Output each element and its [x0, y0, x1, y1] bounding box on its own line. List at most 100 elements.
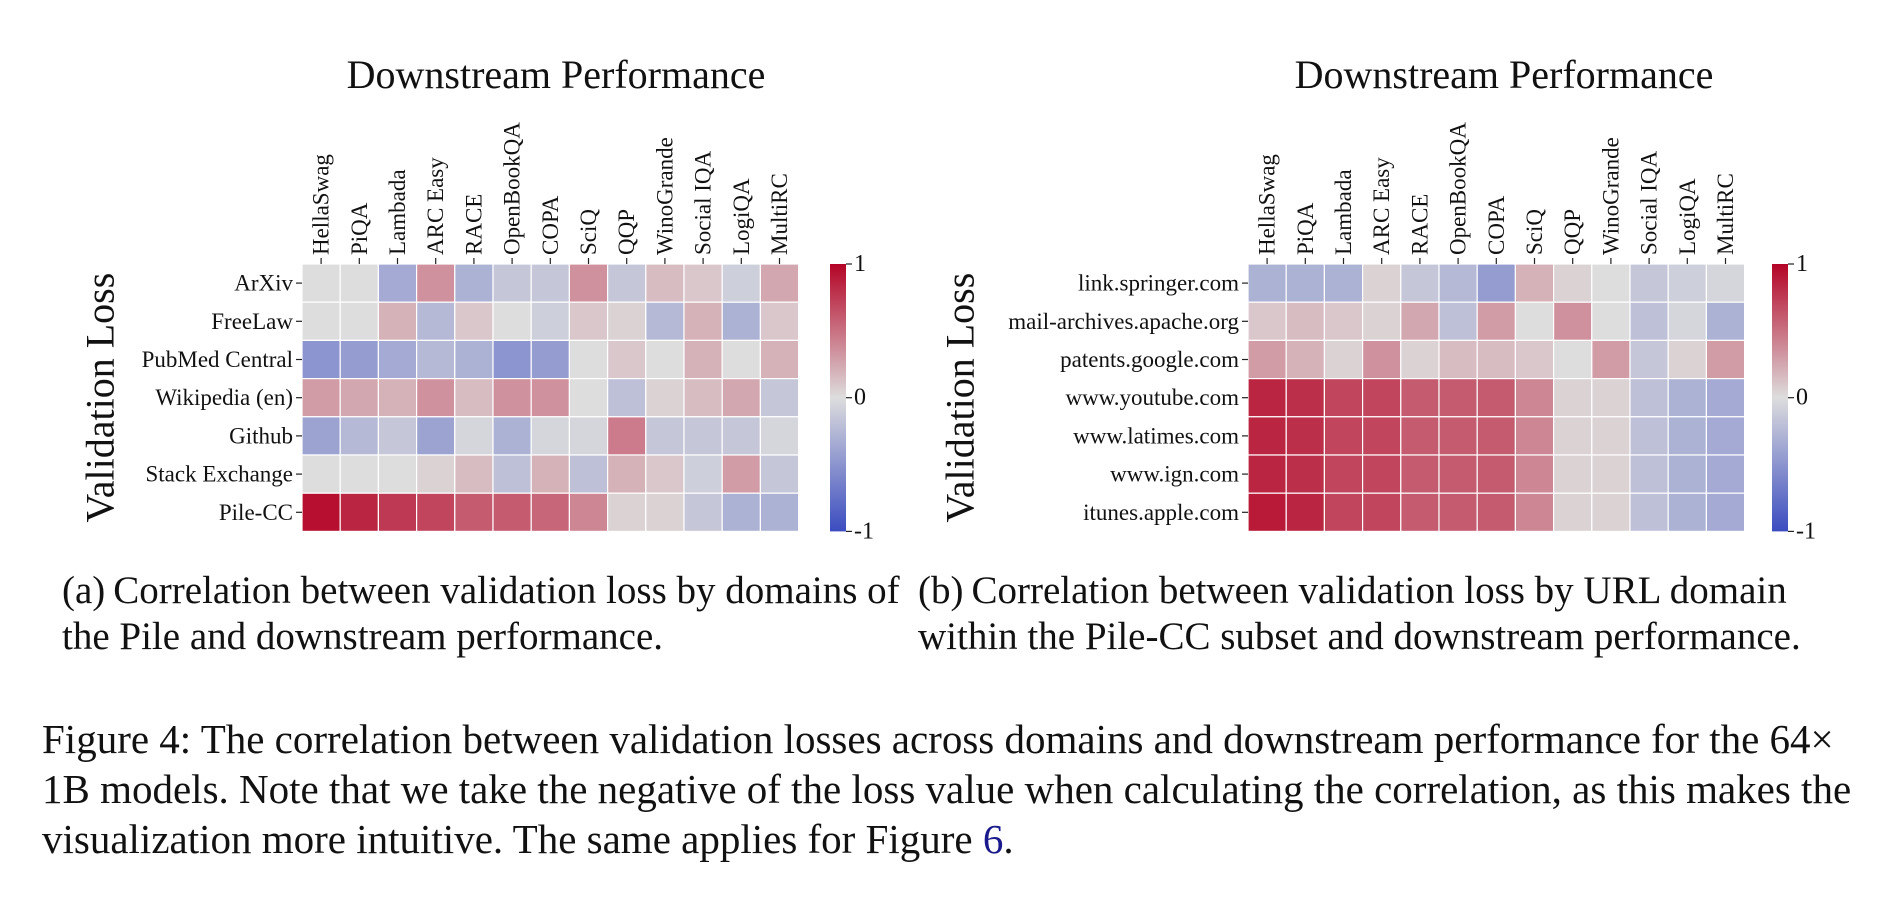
- heatmap-cell-www-ign-com-logiqa: [1667, 454, 1708, 494]
- heatmap-cell-github-race: [454, 416, 494, 456]
- heatmap-b: Downstream Performance Validation Loss lin…: [938, 52, 1817, 544]
- heatmap-cell-itunes-apple-com-openbookqa: [1438, 492, 1478, 533]
- subcaption-a-tag: (a): [62, 569, 106, 612]
- colorbar-tick-label: 0: [1796, 385, 1808, 411]
- heatmap-cell-patents-google-com-winogrande: [1591, 339, 1631, 380]
- column-label-logiqa: LogiQA: [1675, 178, 1700, 255]
- heatmap-cell-www-latimes-com-logiqa: [1667, 416, 1708, 456]
- heatmap-cell-link-springer-com-multirc: [1705, 263, 1746, 303]
- column-label-arc-easy: ARC Easy: [1369, 157, 1394, 255]
- heatmap-cell-www-latimes-com-multirc: [1705, 416, 1746, 456]
- heatmap-cell-wikipedia-en-race: [454, 378, 494, 418]
- heatmap-cell-patents-google-com-logiqa: [1667, 339, 1708, 380]
- heatmap-cell-mail-archives-apache-org-race: [1400, 301, 1440, 342]
- heatmap-cell-freelaw-sciq: [568, 301, 609, 342]
- heatmap-cell-link-springer-com-winogrande: [1591, 263, 1631, 303]
- heatmap-cell-www-youtube-com-lambada: [1323, 378, 1364, 418]
- heatmap-cell-wikipedia-en-lambada: [377, 378, 418, 418]
- heatmap-cell-arxiv-openbookqa: [492, 263, 532, 303]
- column-label-winogrande: WinoGrande: [652, 137, 677, 255]
- figure-reference-link[interactable]: 6: [982, 816, 1004, 862]
- heatmap-cell-www-ign-com-social-iqa: [1629, 454, 1669, 494]
- heatmap-cell-arxiv-lambada: [377, 263, 418, 303]
- heatmap-cell-pubmed-central-arc-easy: [416, 339, 456, 380]
- row-label-pile-cc: Pile-CC: [219, 500, 293, 525]
- heatmap-cell-mail-archives-apache-org-copa: [1476, 301, 1517, 342]
- column-label-lambada: Lambada: [385, 169, 410, 255]
- heatmap-cell-www-latimes-com-sciq: [1514, 416, 1555, 456]
- heatmap-cell-www-youtube-com-social-iqa: [1629, 378, 1669, 418]
- heatmap-cell-wikipedia-en-openbookqa: [492, 378, 532, 418]
- heatmap-cell-stack-exchange-sciq: [568, 454, 609, 494]
- colorbar-tick-label: 1: [1796, 251, 1808, 277]
- figure-caption: Figure 4: The correlation between valida…: [42, 714, 1857, 864]
- figure-caption-text: Figure 4: The correlation between valida…: [42, 716, 1852, 862]
- heatmap-cell-www-ign-com-arc-easy: [1362, 454, 1402, 494]
- heatmap-cell-pile-cc-winogrande: [645, 492, 685, 533]
- heatmap-cell-pubmed-central-qqp: [606, 339, 647, 380]
- heatmap-cell-pubmed-central-copa: [530, 339, 571, 380]
- heatmap-cell-stack-exchange-qqp: [606, 454, 647, 494]
- column-label-hellaswag: HellaSwag: [1255, 154, 1280, 255]
- column-label-social-iqa: Social IQA: [691, 150, 716, 255]
- heatmap-cell-github-social-iqa: [683, 416, 723, 456]
- row-label-itunes-apple-com: itunes.apple.com: [1083, 500, 1239, 525]
- heatmap-cell-itunes-apple-com-hellaswag: [1247, 492, 1287, 533]
- heatmap-cell-www-latimes-com-social-iqa: [1629, 416, 1669, 456]
- heatmap-cell-link-springer-com-social-iqa: [1629, 263, 1669, 303]
- heatmap-cell-freelaw-piqa: [339, 301, 380, 342]
- column-label-copa: COPA: [1484, 195, 1509, 255]
- heatmap-cell-patents-google-com-multirc: [1705, 339, 1746, 380]
- heatmap-cell-patents-google-com-arc-easy: [1362, 339, 1402, 380]
- row-label-patents-google-com: patents.google.com: [1060, 347, 1239, 372]
- heatmap-cell-github-logiqa: [721, 416, 762, 456]
- heatmap-cell-www-latimes-com-race: [1400, 416, 1440, 456]
- subcaption-b-tag: (b): [918, 569, 964, 612]
- row-label-stack-exchange: Stack Exchange: [145, 462, 293, 487]
- heatmap-cell-pubmed-central-logiqa: [721, 339, 762, 380]
- heatmap-cell-freelaw-winogrande: [645, 301, 685, 342]
- heatmap-cell-stack-exchange-copa: [530, 454, 571, 494]
- heatmap-cell-itunes-apple-com-piqa: [1285, 492, 1326, 533]
- heatmap-cell-link-springer-com-hellaswag: [1247, 263, 1287, 303]
- heatmap-cell-wikipedia-en-piqa: [339, 378, 380, 418]
- row-label-github: Github: [229, 423, 293, 448]
- column-label-multirc: MultiRC: [767, 173, 792, 255]
- figure-caption-end: .: [1003, 816, 1014, 862]
- row-label-www-latimes-com: www.latimes.com: [1073, 423, 1239, 448]
- row-label-wikipedia-en: Wikipedia (en): [155, 385, 293, 410]
- column-label-openbookqa: OpenBookQA: [1446, 122, 1471, 255]
- heatmap-cell-www-youtube-com-copa: [1476, 378, 1517, 418]
- column-label-arc-easy: ARC Easy: [423, 157, 448, 255]
- heatmap-cell-www-youtube-com-race: [1400, 378, 1440, 418]
- heatmap-cell-link-springer-com-piqa: [1285, 263, 1326, 303]
- heatmap-cell-patents-google-com-piqa: [1285, 339, 1326, 380]
- row-label-arxiv: ArXiv: [234, 271, 293, 296]
- heatmap-cell-www-youtube-com-openbookqa: [1438, 378, 1478, 418]
- heatmap-cell-wikipedia-en-sciq: [568, 378, 609, 418]
- heatmap-cell-itunes-apple-com-race: [1400, 492, 1440, 533]
- heatmap-cell-www-ign-com-race: [1400, 454, 1440, 494]
- heatmap-cell-mail-archives-apache-org-piqa: [1285, 301, 1326, 342]
- row-label-link-springer-com: link.springer.com: [1078, 271, 1239, 296]
- chart-title: Downstream Performance: [347, 52, 766, 97]
- heatmap-cell-www-ign-com-sciq: [1514, 454, 1555, 494]
- heatmap-cell-patents-google-com-sciq: [1514, 339, 1555, 380]
- heatmap-cell-stack-exchange-arc-easy: [416, 454, 456, 494]
- heatmap-cell-pile-cc-qqp: [606, 492, 647, 533]
- heatmap-cell-www-latimes-com-copa: [1476, 416, 1517, 456]
- heatmap-cell-mail-archives-apache-org-multirc: [1705, 301, 1746, 342]
- heatmap-cell-www-youtube-com-hellaswag: [1247, 378, 1287, 418]
- column-label-social-iqa: Social IQA: [1637, 150, 1662, 255]
- heatmap-cell-pubmed-central-race: [454, 339, 494, 380]
- heatmap-cell-pile-cc-race: [454, 492, 494, 533]
- heatmap-cell-arxiv-logiqa: [721, 263, 762, 303]
- heatmap-cell-pile-cc-lambada: [377, 492, 418, 533]
- heatmap-cell-stack-exchange-logiqa: [721, 454, 762, 494]
- heatmap-cell-pubmed-central-hellaswag: [301, 339, 341, 380]
- heatmap-cell-arxiv-winogrande: [645, 263, 685, 303]
- heatmap-cell-wikipedia-en-winogrande: [645, 378, 685, 418]
- heatmap-cell-itunes-apple-com-qqp: [1552, 492, 1593, 533]
- heatmap-cell-github-sciq: [568, 416, 609, 456]
- heatmap-cell-wikipedia-en-logiqa: [721, 378, 762, 418]
